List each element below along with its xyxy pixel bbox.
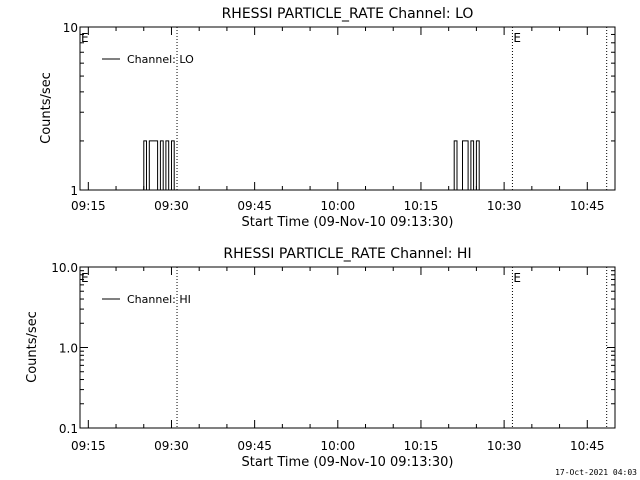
x-tick-label: 09:30 — [154, 439, 189, 453]
y-tick-label: 1.0 — [59, 342, 78, 356]
eclipse-marker-start: E — [81, 31, 89, 45]
series-line — [141, 140, 482, 191]
chart-title: RHESSI PARTICLE_RATE Channel: HI — [223, 246, 471, 262]
legend-label: Channel: HI — [127, 293, 191, 306]
y-tick-label: 0.1 — [59, 422, 78, 436]
footer-timestamp: 17-Oct-2021 04:03 — [555, 468, 637, 477]
x-tick-label: 10:30 — [487, 439, 522, 453]
x-tick-label: 10:00 — [321, 439, 356, 453]
x-axis-label: Start Time (09-Nov-10 09:13:30) — [242, 215, 454, 230]
y-tick-label: 10 — [63, 21, 78, 35]
x-tick-label: 10:45 — [570, 199, 605, 213]
y-axis-label: Counts/sec — [39, 72, 54, 144]
eclipse-marker-start: E — [81, 271, 89, 285]
x-tick-label: 10:00 — [321, 199, 356, 213]
eclipse-marker-end: E — [513, 31, 521, 45]
y-tick-label: 1 — [70, 184, 78, 198]
plot-frame — [79, 266, 616, 429]
legend-label: Channel: LO — [127, 53, 194, 66]
x-axis-label: Start Time (09-Nov-10 09:13:30) — [242, 455, 454, 470]
y-axis-label: Counts/sec — [25, 311, 40, 383]
chart-title: RHESSI PARTICLE_RATE Channel: LO — [222, 6, 474, 22]
x-tick-label: 10:45 — [570, 439, 605, 453]
eclipse-marker-end: E — [513, 271, 521, 285]
x-tick-label: 09:45 — [237, 439, 272, 453]
x-tick-label: 09:15 — [71, 439, 106, 453]
x-tick-label: 10:15 — [404, 199, 439, 213]
x-tick-label: 09:45 — [237, 199, 272, 213]
x-tick-label: 10:30 — [487, 199, 522, 213]
x-tick-label: 10:15 — [404, 439, 439, 453]
y-tick-label: 10.0 — [51, 261, 78, 275]
x-tick-label: 09:30 — [154, 199, 189, 213]
x-tick-label: 09:15 — [71, 199, 106, 213]
